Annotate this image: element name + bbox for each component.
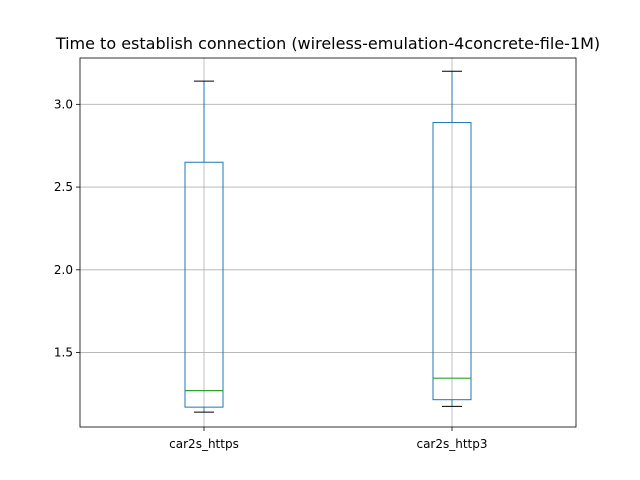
box-iqr [184,161,224,408]
y-tick-label: 2.5 [54,180,73,194]
box-iqr [432,122,472,401]
box-layer [184,70,472,413]
grid-layer [80,58,576,427]
x-tick-label: car2s_http3 [416,437,487,451]
y-tick-label: 3.0 [54,97,73,111]
x-tick-label: car2s_https [169,437,239,451]
tick-layer: 1.5 2.0 2.5 3.0 car2s_https car2s_http3 [54,97,488,451]
y-tick-label: 1.5 [54,346,73,360]
chart-title: Time to establish connection (wireless-e… [55,34,600,53]
axes-frame [79,57,577,428]
y-tick-label: 2.0 [54,263,73,277]
